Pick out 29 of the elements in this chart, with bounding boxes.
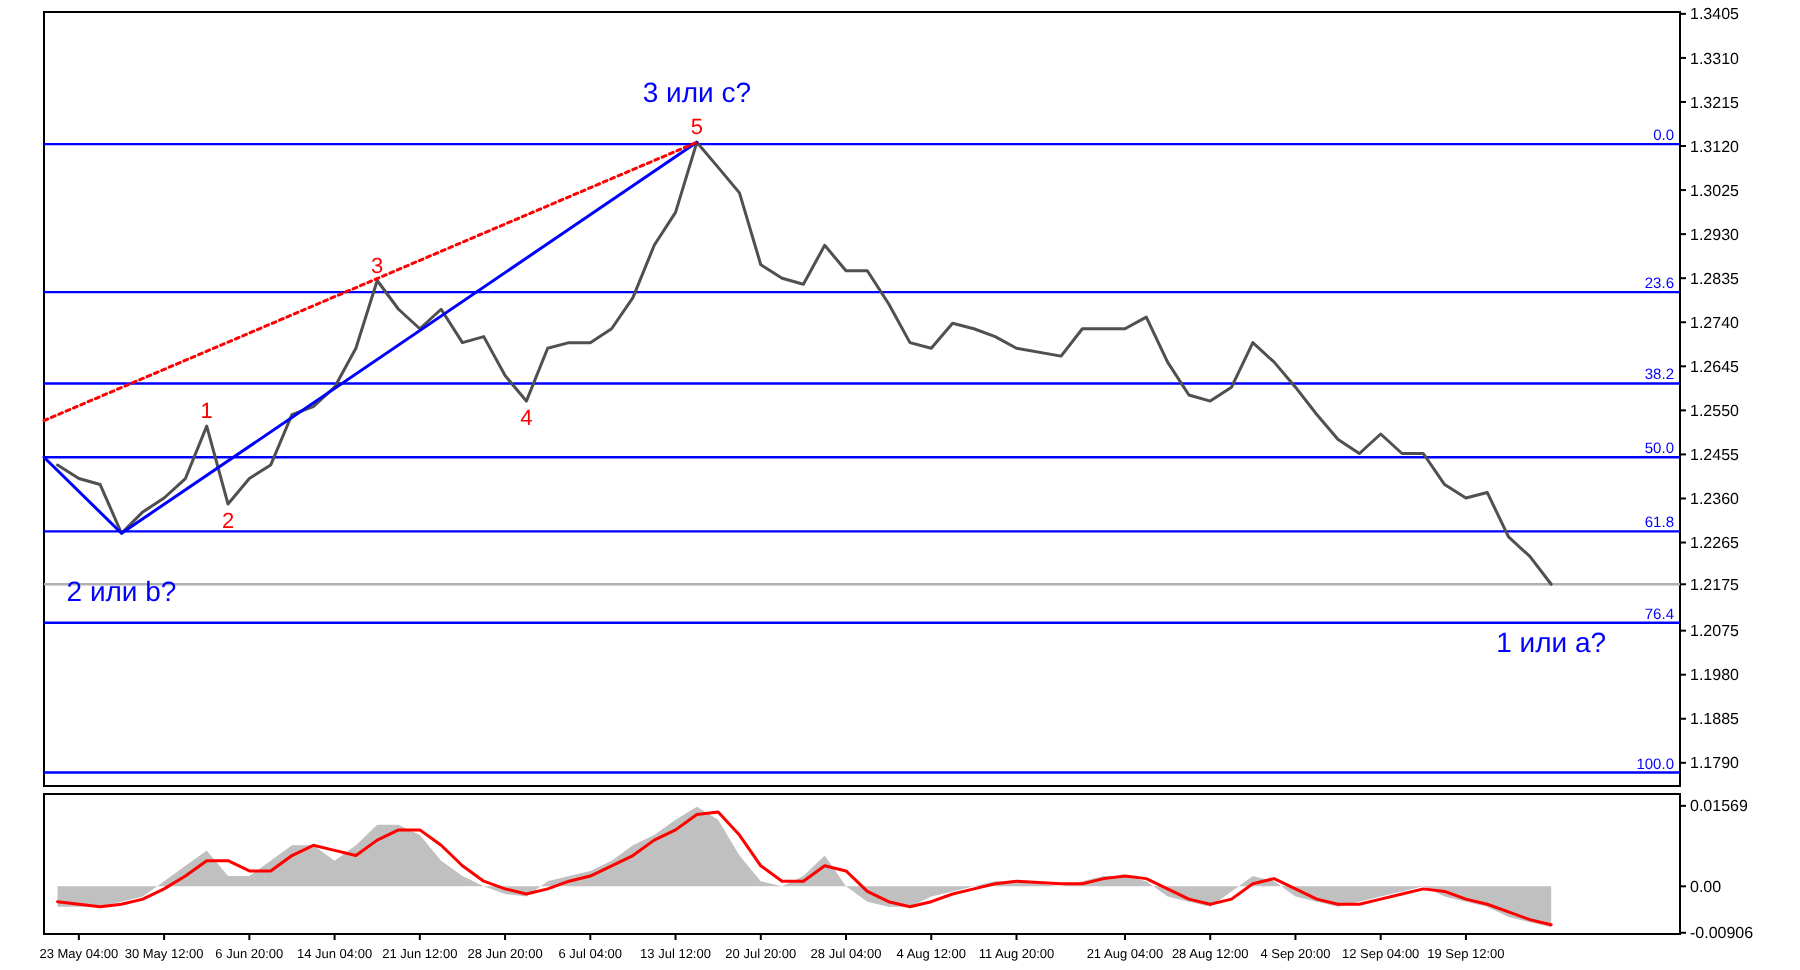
y-tick-label: 1.2265	[1690, 534, 1741, 553]
y-tick-label: 1.2455	[1690, 446, 1741, 465]
y-tick-label: 1.1790	[1690, 754, 1741, 773]
annotation: 2	[221, 510, 235, 535]
y-tick-label: 1.3405	[1690, 5, 1741, 24]
y-tick-label: 1.2930	[1690, 225, 1741, 244]
annotation: 4	[520, 407, 533, 432]
y-tick-label: 1.2550	[1690, 401, 1741, 420]
y-tick-label: 1.1885	[1690, 710, 1741, 729]
annotation: 2 или b?	[66, 575, 177, 608]
y-tick-label: 1.3120	[1690, 137, 1741, 156]
y-tick-label: 1.2360	[1690, 490, 1741, 509]
y-tick-label: 1.3025	[1690, 181, 1741, 200]
annotation: 5	[690, 116, 703, 141]
y-tick-label: 1.2175	[1690, 575, 1741, 594]
annotation: 1	[200, 400, 213, 425]
annotation: 3 или c?	[642, 76, 752, 109]
y-tick-label: 1.2740	[1690, 313, 1741, 332]
y-tick-label: 1.2075	[1690, 622, 1741, 641]
y-tick-label: 1.3310	[1690, 49, 1741, 68]
y-tick-label: -0.00906	[1690, 924, 1755, 943]
y-tick-label: 0.01569	[1690, 797, 1749, 816]
y-tick-label: 1.3215	[1690, 93, 1741, 112]
y-tick-label: 1.2835	[1690, 269, 1741, 288]
annotation: 3	[371, 254, 384, 279]
y-tick-label: 0.00	[1690, 877, 1723, 896]
y-tick-label: 1.2645	[1690, 357, 1741, 376]
y-tick-label: 1.1980	[1690, 666, 1741, 685]
annotation: 1 или a?	[1496, 626, 1607, 659]
